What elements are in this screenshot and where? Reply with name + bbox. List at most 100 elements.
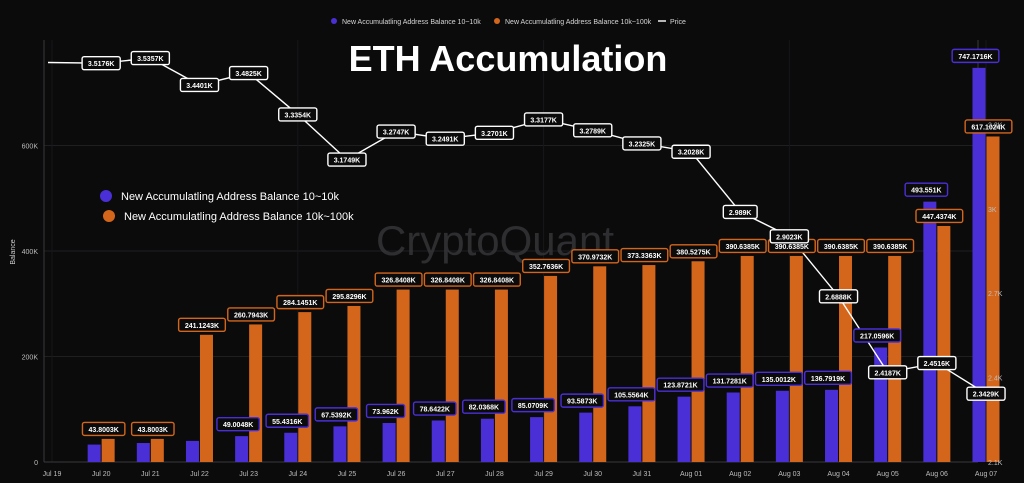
bar-label-10-10k-5: 55.4316K [265,413,310,428]
bar-label-10k-100k-10-text: 352.7636K [529,264,563,271]
bar-10k-100k-19 [986,136,1000,462]
bar-label-10k-100k-5-box [276,294,325,310]
x-axis: Jul 19 Jul 20 Jul 21 Jul 22 Jul 23 Jul 24 Jul … [43,471,998,478]
price-label-19-box [966,386,1006,401]
price-label-3: 3.4401K [179,77,220,93]
price-label-19-text: 2.3429K [973,392,999,399]
bar-label-10k-100k-19: 617.1024K [964,119,1013,134]
x-tick-19: Aug 07 [975,471,997,478]
bar-10-10k-16 [825,389,839,462]
x-tick-2: Jul 21 [141,471,160,478]
y-tick-3: 600K [22,144,39,151]
bar-label-10k-100k-7-text: 326.8408K [381,278,415,285]
bar-10-10k-17 [874,347,888,462]
price-label-14: 2.989K [722,204,758,220]
price-label-7: 3.2747K [376,124,416,139]
price-label-18-text: 2.4516K [924,361,950,368]
price-label-15-box [769,229,810,244]
price-label-4-box [228,65,269,81]
top-legend-item-1: New Accumulatling Address Balance 10k~10… [494,18,652,26]
bar-label-10k-100k-13-box [669,244,718,259]
x-tick-5: Jul 24 [288,471,307,478]
bar-label-10k-100k-10: 352.7636K [522,258,571,274]
price-label-6: 3.1749K [327,152,367,167]
x-tick-9: Jul 28 [485,471,504,478]
price-label-4-text: 3.4825K [235,71,261,78]
bar-10k-100k-4 [249,324,263,462]
bar-label-10k-100k-8: 326.8408K [423,272,472,287]
inner-legend: New Accumulatling Address Balance 10~10k… [100,190,354,223]
price-label-12-box [622,136,662,151]
price-label-19: 2.3429K [966,386,1006,401]
inner-legend-label-0: New Accumulatling Address Balance 10~10k [121,191,339,203]
top-legend-item-0: New Accumulatling Address Balance 10~10k [331,18,481,26]
price-label-2: 3.5357K [130,50,171,66]
price-label-11-box [572,123,613,138]
price-label-12: 3.2325K [622,136,662,151]
bar-label-10k-100k-18-box [915,208,964,224]
x-tick-11: Jul 30 [583,471,602,478]
x-tick-12: Jul 31 [633,471,652,478]
bar-label-10k-100k-1-box [81,421,126,437]
bar-label-10-10k-8-box [412,401,457,416]
price-label-12-text: 3.2325K [629,141,655,148]
bar-label-10k-100k-1-text: 43.8003K [88,427,118,434]
price-label-4: 3.4825K [228,65,269,81]
bar-label-10-10k-13-box [656,377,705,392]
price-label-16-text: 2.6888K [825,294,851,301]
price-label-17-box [867,365,908,380]
x-tick-8: Jul 27 [436,471,455,478]
price-label-1-text: 3.5176K [88,61,114,68]
bar-label-10-10k-10-text: 85.0709K [518,403,548,410]
bar-label-10-10k-5-text: 55.4316K [272,419,302,426]
bar-label-10-10k-17-box [853,328,902,343]
bar-label-10-10k-14: 131.7281K [705,373,754,388]
bar-10k-100k-12 [642,265,656,462]
bar-10-10k-11 [579,412,593,462]
bar-10-10k-9 [480,418,494,462]
bar-label-10k-100k-8-text: 326.8408K [431,278,465,285]
bar-label-10-10k-14-box [705,373,754,388]
bar-label-10-10k-8-text: 78.6422K [420,407,450,414]
bar-label-10-10k-4-text: 49.0048K [223,422,253,429]
price-label-7-box [376,124,416,139]
price-label-13-text: 3.2028K [678,150,704,157]
bar-label-10k-100k-5-text: 284.1451K [283,300,317,307]
bar-label-10-10k-16: 136.7919K [803,370,853,386]
bar-label-10-10k-15: 135.0012K [754,371,803,386]
bar-10k-100k-10 [544,275,558,462]
price-label-16-box [818,289,859,304]
top-legend-label-2: Price [670,19,686,26]
x-tick-0: Jul 19 [43,471,62,478]
bar-10k-100k-9 [494,289,508,462]
bar-10k-100k-1 [101,438,115,462]
bar-label-10-10k-16-text: 136.7919K [811,376,845,383]
price-label-13-box [671,144,711,159]
bar-label-10k-100k-9-box [472,272,521,287]
bar-10k-100k-6 [347,305,361,462]
price-label-14-box [722,204,758,220]
inner-legend-item-0: New Accumulatling Address Balance 10~10k [100,190,339,203]
bar-label-10-10k-10: 85.0709K [511,397,555,413]
bar-label-10-10k-4: 49.0048K [216,416,261,432]
bar-label-10k-100k-6-box [325,288,374,304]
price-label-16: 2.6888K [818,289,859,304]
bar-label-10k-100k-4: 260.7943K [227,307,276,322]
bar-label-10-10k-15-box [754,371,803,386]
y2-tick-3: 3K [988,207,997,214]
bar-10k-100k-14 [740,255,754,462]
price-label-2-text: 3.5357K [137,56,163,63]
bar-10k-100k-18 [937,225,951,462]
bar-10k-100k-5 [298,312,312,462]
bar-label-10k-100k-14-text: 390.6385K [726,244,760,251]
bar-label-10-10k-11-text: 93.5873K [567,399,597,406]
bar-10k-100k-15 [789,255,803,462]
bar-label-10-10k-12: 105.5564K [607,387,656,402]
price-label-2-box [130,50,171,66]
bar-label-10k-100k-11: 370.9732K [571,249,620,264]
bar-label-10-10k-14-text: 131.7281K [713,379,747,386]
price-label-18: 2.4516K [917,355,957,371]
bar-label-10-10k-16-box [803,370,853,386]
y-axis-left: 0 200K 400K 600K [22,144,39,468]
bar-labels: 43.8003K 43.8003K 241.1243K 49.0048K 260.794… [81,48,1013,437]
